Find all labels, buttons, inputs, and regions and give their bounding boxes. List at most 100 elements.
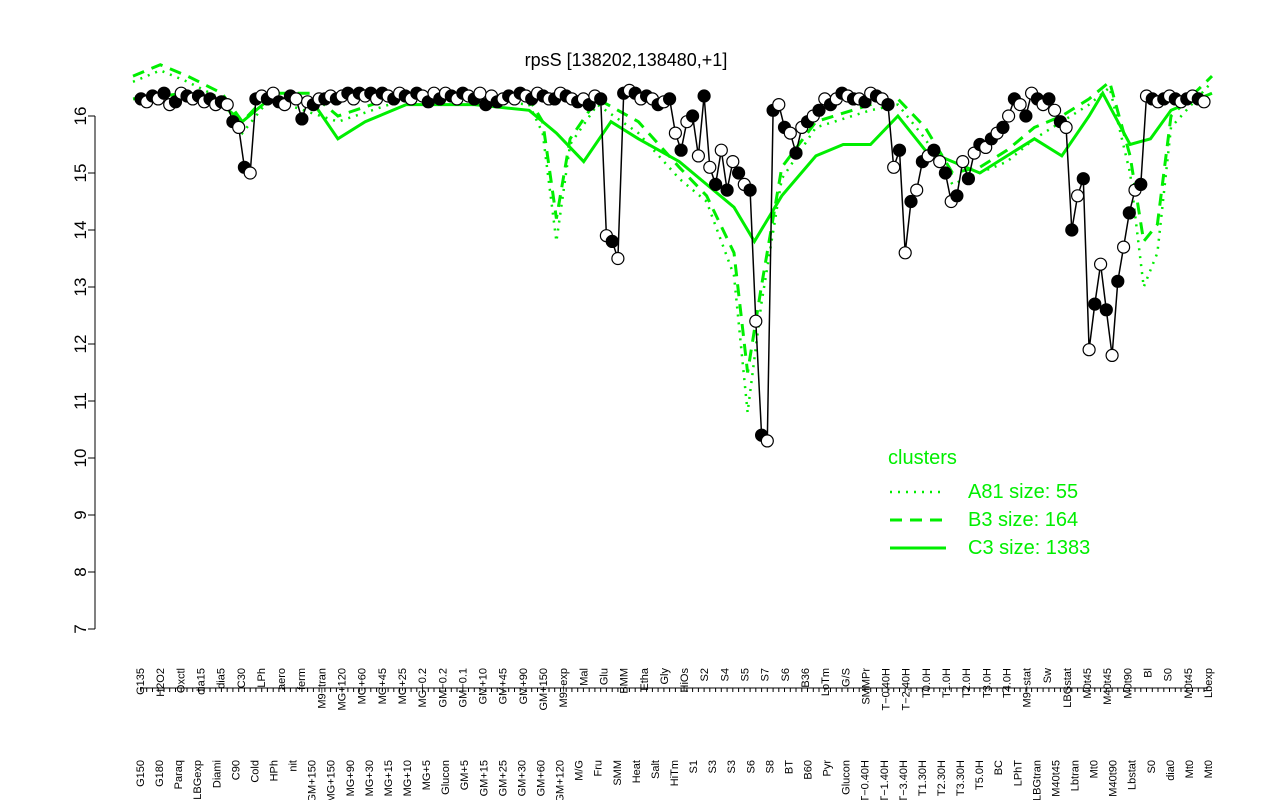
- data-point: [1076, 172, 1090, 186]
- x-tick-label: S0: [1163, 668, 1175, 681]
- x-tick-label: S6: [780, 668, 792, 681]
- x-tick-label: Pyr: [822, 760, 834, 777]
- x-tick-label: M0t45: [1183, 668, 1195, 699]
- data-point: [1065, 223, 1079, 237]
- x-tick-label: S0: [1146, 760, 1158, 773]
- x-tick-label: S2: [699, 668, 711, 681]
- x-tick-label: aero: [276, 668, 288, 690]
- data-point: [708, 177, 723, 191]
- x-tick-label: Lbstat: [1127, 760, 1139, 790]
- x-tick-label: GM−0.2: [437, 668, 449, 707]
- x-tick-label: GM+150: [538, 668, 550, 711]
- y-tick-label: 16: [71, 107, 90, 126]
- x-tick-label: LBGtran: [1031, 760, 1043, 800]
- data-point: [1111, 274, 1125, 288]
- x-tick-label: GM+5: [459, 760, 471, 790]
- x-tick-label: S3: [726, 760, 738, 773]
- data-point: [1042, 92, 1056, 106]
- data-point: [1099, 303, 1113, 317]
- x-tick-label: dia15: [195, 668, 207, 695]
- x-tick-label: GM+30: [516, 760, 528, 796]
- x-tick-label: Diami: [211, 760, 223, 788]
- x-tick-label: M/G: [574, 760, 586, 781]
- x-tick-label: MG−0.2: [417, 668, 429, 707]
- cluster-lines: [132, 63, 1214, 413]
- x-tick-label: T3.30H: [955, 760, 967, 796]
- data-point: [691, 149, 706, 163]
- y-tick-label: 13: [71, 278, 90, 297]
- x-tick-label: M9−stat: [1022, 668, 1034, 707]
- x-axis: G135 H2O2 Oxctl dia15 dia5 C30 LPh aero ferm M9−t…: [135, 667, 1215, 800]
- x-tick-label: T4.0H: [1001, 668, 1013, 698]
- x-tick-label: M9−exp: [558, 668, 570, 707]
- y-tick-label: 7: [71, 624, 90, 633]
- x-tick-label: LBGstat: [1062, 668, 1074, 708]
- cluster-line-dashed: [132, 63, 1214, 373]
- x-tick-label: H2O2: [155, 668, 167, 697]
- data-point: [783, 126, 797, 140]
- x-tick-label: Bl: [1143, 668, 1155, 678]
- x-tick-label: T−0.40H: [881, 668, 893, 711]
- x-tick-label: HiTm: [669, 760, 681, 786]
- y-tick-label: 14: [71, 221, 90, 240]
- x-tick-label: Glu: [598, 668, 610, 685]
- x-tick-label: MG+60: [357, 668, 369, 704]
- x-tick-label: Lbtran: [1070, 760, 1082, 791]
- data-point: [697, 89, 711, 103]
- x-tick-label: Mt0: [1089, 760, 1101, 778]
- data-point: [789, 146, 803, 160]
- x-tick-label: MG+10: [402, 760, 414, 796]
- chart-title: rpsS [138202,138480,+1]: [525, 50, 728, 70]
- x-tick-label: S3: [707, 760, 719, 773]
- x-tick-label: Lbexp: [1203, 668, 1215, 698]
- x-tick-label: MG+120: [337, 668, 349, 711]
- x-tick-label: G180: [154, 760, 166, 787]
- x-tick-label: LBGexp: [192, 760, 204, 800]
- legend-title: clusters: [888, 447, 957, 469]
- data-point: [720, 183, 734, 197]
- x-tick-label: LPhT: [1012, 760, 1024, 787]
- data-point: [714, 143, 728, 157]
- data-point: [605, 234, 619, 248]
- x-tick-label: HiOs: [679, 668, 691, 693]
- data-point: [1088, 297, 1102, 311]
- x-tick-label: Salt: [650, 760, 662, 779]
- x-tick-label: T−0.40H: [860, 760, 872, 800]
- x-tick-label: M40t90: [1108, 760, 1120, 797]
- data-point: [220, 97, 234, 112]
- x-tick-label: T2.30H: [936, 760, 948, 796]
- x-tick-label: M40t45: [1050, 760, 1062, 797]
- data-point: [232, 120, 246, 135]
- x-tick-label: C30: [236, 668, 248, 688]
- x-tick-label: MG+150: [326, 760, 338, 800]
- x-tick-label: S6: [745, 760, 757, 773]
- x-tick-label: MG+25: [397, 668, 409, 704]
- data-point: [1019, 109, 1033, 123]
- x-tick-label: S7: [760, 668, 772, 681]
- data-point: [1116, 240, 1131, 254]
- x-tick-label: S1: [688, 760, 700, 773]
- data-point: [881, 97, 895, 112]
- x-tick-label: M9−tran: [316, 668, 328, 709]
- x-tick-label: dia0: [1165, 760, 1177, 781]
- x-tick-label: GM+25: [497, 760, 509, 796]
- data-point: [898, 246, 912, 260]
- x-tick-label: GM+150: [307, 760, 319, 800]
- y-tick-label: 8: [71, 567, 90, 576]
- x-tick-label: S4: [719, 668, 731, 681]
- x-tick-label: MG+90: [345, 760, 357, 796]
- cluster-line-solid: [132, 90, 1213, 245]
- x-tick-label: T−2.40H: [901, 668, 913, 711]
- cluster-line-dotted: [132, 69, 1213, 413]
- x-tick-label: Glucon: [841, 760, 853, 795]
- x-tick-label: S5: [740, 668, 752, 681]
- data-point: [904, 194, 918, 209]
- x-tick-label: Glucon: [440, 760, 452, 795]
- x-tick-label: LPh: [256, 668, 268, 688]
- x-tick-label: Etha: [639, 667, 651, 691]
- x-tick-label: Fru: [593, 760, 605, 777]
- data-point: [743, 183, 757, 197]
- legend: clusters A81 size: 55 B3 size: 164 C3 size…: [888, 447, 1090, 559]
- x-tick-label: ferm: [296, 668, 308, 690]
